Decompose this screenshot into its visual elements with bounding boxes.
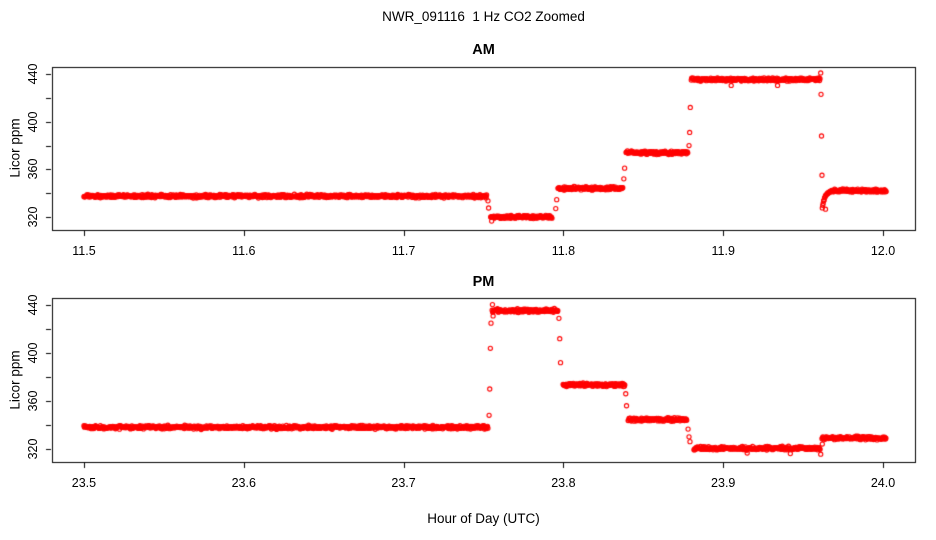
- x-tick-label: 11.7: [391, 244, 416, 258]
- y-tick-label: 320: [26, 206, 40, 228]
- x-tick-label: 11.9: [711, 244, 735, 258]
- x-tick-label: 12.0: [870, 244, 896, 258]
- y-tick-label: 400: [26, 342, 40, 364]
- x-tick-label: 11.5: [72, 244, 96, 258]
- y-tick-label: 360: [26, 390, 40, 412]
- panel-title-pm: PM: [472, 274, 495, 290]
- x-tick-label: 23.8: [551, 476, 576, 490]
- panel-title-am: AM: [472, 42, 495, 58]
- y-tick-label: 440: [26, 294, 40, 316]
- x-tick-label: 11.6: [232, 244, 256, 258]
- y-tick-label: 440: [26, 63, 40, 85]
- y-axis-label-pm: Licor ppm: [7, 350, 23, 410]
- y-tick-label: 400: [26, 111, 40, 133]
- x-tick-label: 23.5: [71, 476, 97, 490]
- y-tick-label: 360: [26, 158, 40, 180]
- x-tick-label: 23.6: [231, 476, 256, 490]
- figure-title: NWR_091116 1 Hz CO2 Zoomed: [382, 9, 585, 24]
- x-axis-label: Hour of Day (UTC): [427, 511, 540, 526]
- x-tick-label: 23.7: [391, 476, 416, 490]
- x-tick-label: 11.8: [551, 244, 576, 258]
- x-tick-label: 24.0: [870, 476, 896, 490]
- y-tick-label: 320: [26, 438, 40, 460]
- x-tick-label: 23.9: [711, 476, 736, 490]
- y-axis-label-am: Licor ppm: [7, 118, 23, 178]
